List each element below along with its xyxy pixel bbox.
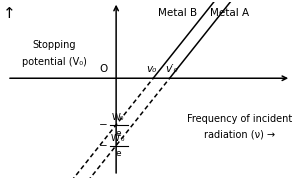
Text: Frequency of incident: Frequency of incident (187, 114, 292, 124)
Text: −: − (99, 120, 108, 130)
Text: −: − (99, 141, 108, 150)
Text: Metal B: Metal B (158, 8, 198, 18)
Text: potential (V₀): potential (V₀) (22, 57, 87, 67)
Text: v′₀: v′₀ (166, 64, 178, 74)
Text: v₀: v₀ (146, 64, 156, 74)
Text: W₀: W₀ (112, 113, 124, 122)
Text: radiation (ν) →: radiation (ν) → (204, 130, 275, 140)
Text: e: e (115, 129, 121, 138)
Text: ↑: ↑ (3, 6, 16, 21)
Text: Stopping: Stopping (33, 40, 76, 50)
Text: O: O (100, 64, 108, 74)
Text: Metal A: Metal A (210, 8, 249, 18)
Text: e: e (115, 149, 121, 158)
Text: W′₀: W′₀ (111, 134, 126, 143)
